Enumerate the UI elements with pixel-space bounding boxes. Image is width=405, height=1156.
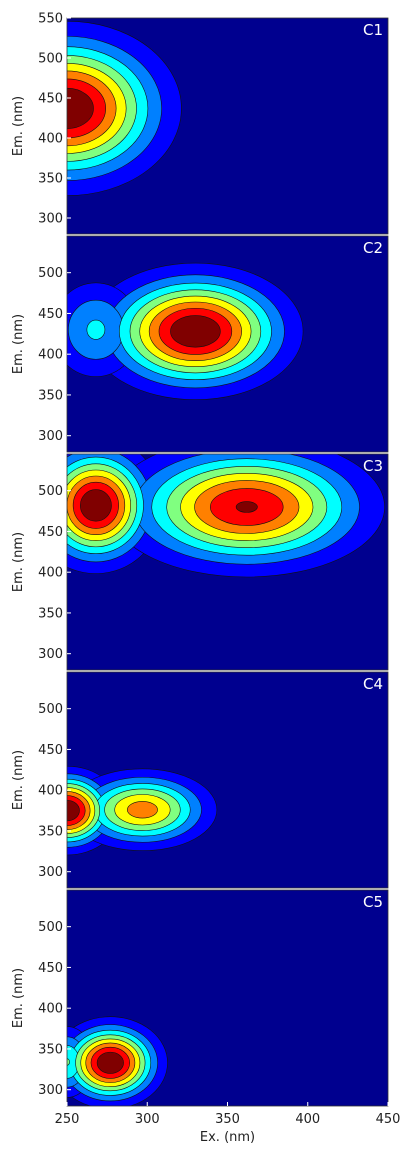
contour-layer [67,20,182,196]
panel-label: C5 [363,893,383,911]
x-tick-label: 350 [215,1112,240,1127]
panel-label: C4 [363,675,383,693]
panel-frame [66,453,389,671]
y-tick-label: 300 [38,865,63,880]
contour-band [170,315,221,348]
y-tick-label: 300 [38,212,63,227]
y-tick-label: 400 [38,784,63,799]
y-axis-label: Em. (nm) [11,750,26,810]
y-tick-label: 500 [38,266,63,281]
y-tick-label: 550 [38,12,63,27]
y-tick-label: 500 [38,702,63,717]
y-axis-label: Em. (nm) [11,96,26,156]
contour-band [67,1058,70,1066]
y-tick-label: 450 [38,307,63,322]
y-tick-label: 300 [38,1083,63,1098]
y-tick-label: 350 [38,824,63,839]
y-tick-label: 450 [38,961,63,976]
y-tick-label: 400 [38,566,63,581]
y-tick-label: 500 [38,920,63,935]
y-tick-label: 500 [38,484,63,499]
panel-c3: 300 350 400 450 500 Em. (nm) C3 [11,453,389,671]
contour-band [86,319,106,340]
y-tick-label: 300 [38,429,63,444]
y-tick-label: 350 [38,388,63,403]
panels-layer: 300 350 400 450 500 550 Em. (nm) C1 300 350 400 450… [11,12,389,1107]
contour-band [127,801,158,819]
contour-layer [67,1016,168,1106]
panel-label: C2 [363,239,383,257]
x-tick-label: 450 [376,1112,401,1127]
panel-c5: 300 350 400 450 500 Em. (nm) C5 [11,889,389,1107]
panel-c4: 300 350 400 450 500 Em. (nm) C4 [11,671,389,889]
panel-c1: 300 350 400 450 500 550 Em. (nm) C1 [11,12,389,235]
x-tick-label: 400 [295,1112,320,1127]
y-axis-label: Em. (nm) [11,968,26,1028]
contour-band [80,489,112,522]
panel-label: C3 [363,457,383,475]
y-tick-label: 400 [38,132,63,147]
y-tick-label: 300 [38,647,63,662]
y-tick-label: 450 [38,743,63,758]
panel-label: C1 [363,21,383,39]
contour-band [67,87,94,129]
y-axis-label: Em. (nm) [11,314,26,374]
contour-layer [67,454,385,578]
panel-frame [66,671,389,889]
x-axis-label: Ex. (nm) [200,1130,255,1145]
contour-band [235,501,258,513]
contour-layer [67,765,218,856]
y-tick-label: 400 [38,348,63,363]
y-tick-label: 350 [38,172,63,187]
x-axis: 250 300 350 400 450 Ex. (nm) [55,1102,401,1145]
y-tick-label: 400 [38,1002,63,1017]
x-tick-label: 250 [55,1112,80,1127]
y-axis-label: Em. (nm) [11,532,26,592]
panel-frame [66,235,389,453]
y-tick-label: 350 [38,1042,63,1057]
panel-c2: 300 350 400 450 500 Em. (nm) C2 [11,235,389,453]
y-tick-label: 500 [38,52,63,67]
y-tick-label: 450 [38,525,63,540]
x-tick-label: 300 [135,1112,160,1127]
contour-layer [67,262,304,401]
y-tick-label: 350 [38,606,63,621]
contour-band [96,1051,124,1074]
y-tick-label: 450 [38,92,63,107]
panel-frame [66,17,389,235]
